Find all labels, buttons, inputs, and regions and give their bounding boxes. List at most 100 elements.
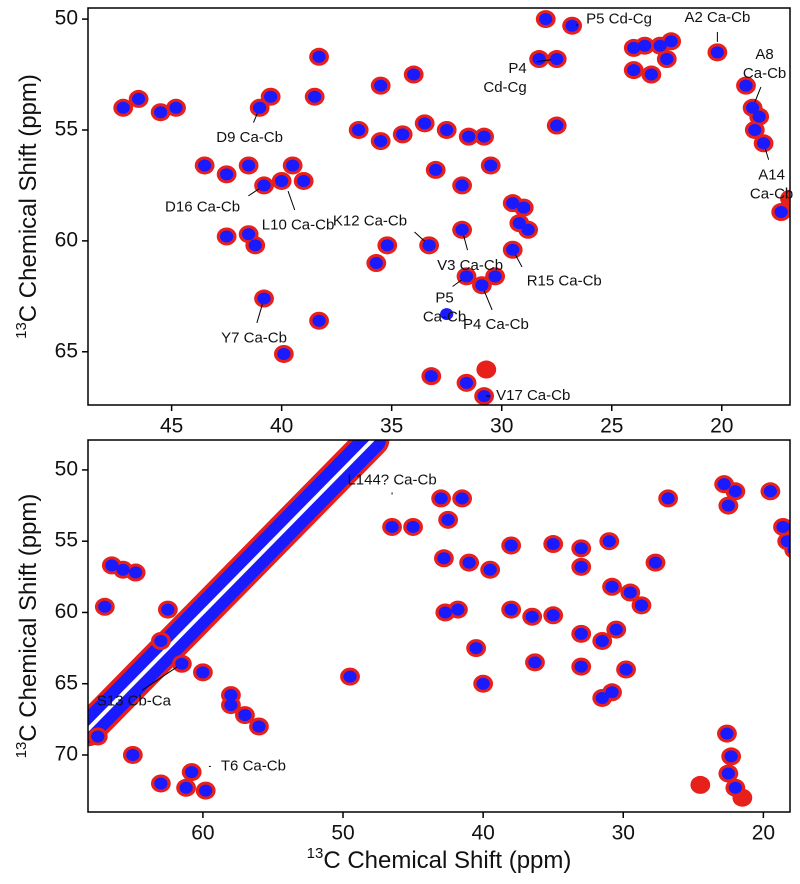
peak — [574, 542, 588, 555]
peak — [609, 623, 623, 636]
y-tick-label: 70 — [55, 743, 78, 766]
annotation-leader — [483, 290, 493, 311]
peak — [132, 92, 146, 105]
peak — [434, 492, 448, 505]
peak — [745, 101, 760, 114]
peak — [648, 556, 663, 569]
peak — [257, 179, 271, 192]
peak — [196, 666, 210, 679]
y-tick-label: 55 — [55, 118, 78, 141]
peak — [724, 750, 738, 763]
peak — [154, 777, 168, 790]
peak — [517, 201, 531, 214]
peak — [627, 64, 641, 77]
peak — [264, 90, 278, 103]
peak — [477, 390, 491, 403]
peak — [374, 79, 388, 92]
peak — [721, 767, 735, 780]
peak — [253, 101, 267, 114]
y-axis-label-sup: 13 — [13, 742, 30, 759]
peak — [796, 587, 800, 599]
peak — [406, 520, 420, 533]
annotation: P4 — [508, 60, 526, 77]
peak — [546, 538, 560, 551]
plot-area — [88, 440, 800, 807]
peak — [257, 292, 271, 305]
peak — [574, 627, 588, 640]
peak — [242, 228, 256, 241]
peak — [774, 206, 788, 219]
x-axis-label-text: C Chemical Shift (ppm) — [323, 847, 571, 874]
peak — [459, 270, 474, 283]
peak — [179, 781, 193, 794]
peak — [277, 347, 291, 360]
peak — [546, 609, 560, 622]
peak — [506, 243, 520, 256]
peak — [308, 90, 322, 103]
peak — [224, 689, 238, 702]
peak — [539, 13, 553, 26]
annotation-leader — [248, 188, 260, 197]
peak — [525, 610, 539, 623]
annotation: D16 Ca-Cb — [165, 198, 240, 215]
y-tick-label: 50 — [55, 457, 78, 480]
annotation: L10 Ca-Cb — [262, 216, 335, 233]
peak — [728, 485, 742, 498]
peak — [242, 159, 256, 172]
peak — [462, 130, 476, 143]
annotation-leader — [764, 148, 770, 160]
peak — [185, 766, 199, 779]
peak — [512, 217, 526, 230]
peak — [220, 230, 234, 243]
peak — [721, 499, 735, 512]
annotation: R15 Ca-Cb — [527, 273, 602, 290]
peak — [690, 775, 711, 794]
annotation-leader — [414, 231, 425, 242]
x-tick-label: 20 — [752, 822, 775, 845]
peak — [199, 784, 213, 797]
y-axis-label-text: C Chemical Shift (ppm) — [15, 494, 42, 742]
peak — [477, 130, 491, 143]
peak — [126, 748, 140, 761]
peak — [488, 270, 502, 283]
annotation-leader — [256, 304, 263, 324]
peak — [98, 600, 112, 613]
peak — [619, 663, 633, 676]
peak — [483, 563, 497, 576]
marks — [113, 10, 790, 405]
peak — [748, 123, 762, 136]
x-tick-label: 45 — [160, 415, 183, 438]
peak — [161, 603, 175, 616]
annotation-leader — [287, 190, 296, 211]
peak — [455, 492, 469, 505]
annotation: L144? Ca-Cb — [347, 471, 436, 488]
peak — [396, 128, 410, 141]
annotation: Cd-Cg — [483, 79, 526, 96]
annotation: V3 Ca-Cb — [437, 257, 503, 274]
peak — [343, 670, 357, 683]
peak — [780, 189, 790, 208]
annotation: P5 Cd-Cg — [586, 11, 652, 28]
annotation: S13 Cb-Ca — [97, 693, 172, 710]
peak — [429, 163, 443, 176]
peak — [374, 135, 388, 148]
peak — [248, 239, 262, 252]
plot-frame — [87, 439, 791, 813]
plot-frame — [87, 7, 791, 406]
peak — [422, 239, 436, 252]
annotation-leader — [253, 113, 258, 123]
peak — [532, 53, 546, 66]
peak — [297, 174, 311, 187]
annotation: Ca-Cb — [750, 185, 793, 202]
x-axis-label-sup: 13 — [307, 845, 324, 862]
peak — [220, 168, 234, 181]
peak — [504, 539, 518, 552]
annotation: Ca-Cb — [743, 65, 786, 82]
peak — [605, 686, 619, 699]
peak — [739, 79, 753, 92]
x-tick-label: 60 — [191, 822, 214, 845]
peak — [763, 485, 777, 498]
peak — [595, 634, 609, 647]
peak — [198, 159, 212, 172]
